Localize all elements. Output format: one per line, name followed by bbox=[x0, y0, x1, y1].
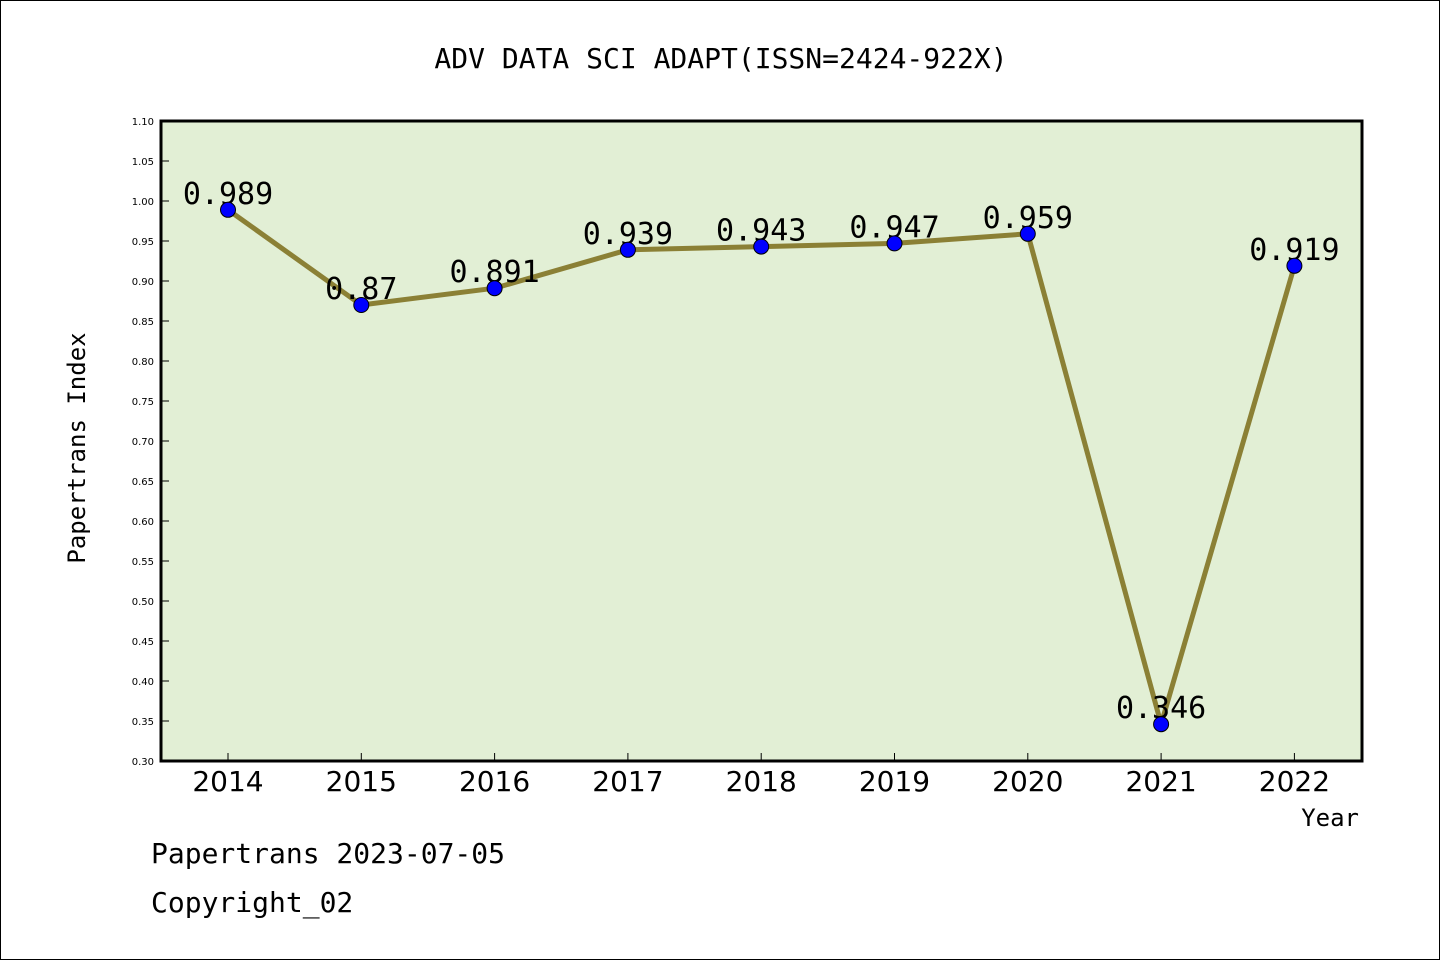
y-tick-label: 0.35 bbox=[132, 717, 154, 728]
y-tick-label: 0.55 bbox=[132, 557, 154, 568]
x-tick-label: 2014 bbox=[192, 765, 263, 798]
data-point bbox=[220, 201, 236, 218]
y-tick-label: 0.30 bbox=[132, 757, 154, 768]
data-point bbox=[1286, 257, 1303, 274]
data-point bbox=[1153, 716, 1170, 733]
y-tick-label: 0.85 bbox=[132, 317, 154, 328]
data-point bbox=[753, 238, 770, 255]
y-tick-label: 1.10 bbox=[132, 117, 154, 128]
plot-area bbox=[159, 119, 1364, 763]
y-tick-label: 0.50 bbox=[132, 597, 154, 608]
data-point bbox=[886, 235, 903, 252]
x-tick-label: 2019 bbox=[859, 765, 930, 798]
x-tick-label: 2017 bbox=[592, 765, 663, 798]
footer-copyright: Copyright_02 bbox=[151, 886, 354, 919]
data-point bbox=[486, 280, 503, 297]
x-tick-label: 2022 bbox=[1259, 765, 1330, 798]
y-tick-label: 0.65 bbox=[132, 477, 154, 488]
y-tick-label: 0.80 bbox=[132, 357, 154, 368]
y-tick-label: 0.45 bbox=[132, 637, 154, 648]
x-tick-label: 2021 bbox=[1125, 765, 1196, 798]
y-tick-label: 1.00 bbox=[132, 197, 154, 208]
x-tick-label: 2015 bbox=[326, 765, 397, 798]
x-axis-title: Year bbox=[1301, 804, 1359, 832]
axis-ticks: 0.30 0.35 0.40 0.45 0.50 0.55 0.60 0.65 0.70 0.75… bbox=[132, 117, 1330, 798]
y-axis-title: Papertrans Index bbox=[63, 332, 91, 563]
y-tick-label: 0.75 bbox=[132, 397, 154, 408]
x-tick-label: 2016 bbox=[459, 765, 530, 798]
x-tick-label: 2020 bbox=[992, 765, 1063, 798]
y-tick-label: 0.60 bbox=[132, 517, 154, 528]
x-tick-label: 2018 bbox=[726, 765, 797, 798]
data-point bbox=[619, 241, 636, 258]
y-tick-label: 0.40 bbox=[132, 677, 154, 688]
y-tick-label: 0.70 bbox=[132, 437, 154, 448]
data-point bbox=[1019, 225, 1036, 242]
chart-title: ADV DATA SCI ADAPT(ISSN=2424-922X) bbox=[434, 42, 1007, 75]
y-tick-label: 1.05 bbox=[132, 157, 154, 168]
y-tick-label: 0.90 bbox=[132, 277, 154, 288]
y-tick-label: 0.95 bbox=[132, 237, 154, 248]
data-point bbox=[353, 297, 370, 313]
footer-date: Papertrans 2023-07-05 bbox=[151, 837, 506, 870]
